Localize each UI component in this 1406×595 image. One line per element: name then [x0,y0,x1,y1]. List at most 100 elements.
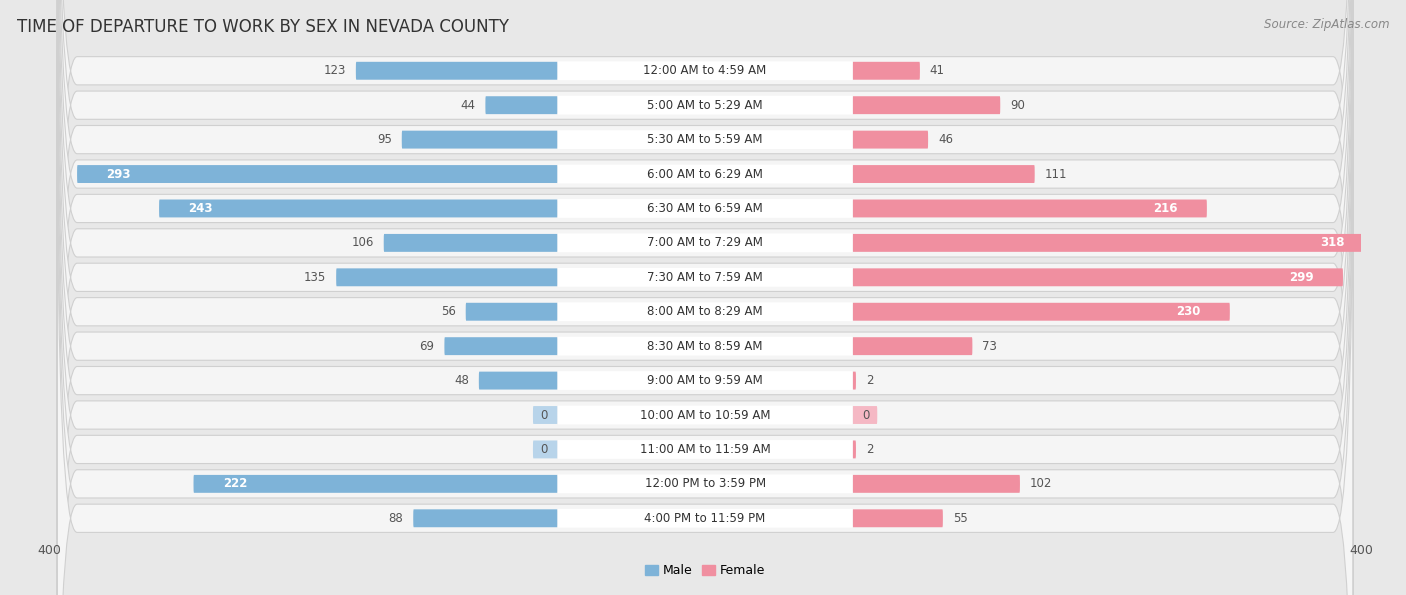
FancyBboxPatch shape [852,131,928,149]
FancyBboxPatch shape [558,406,852,424]
FancyBboxPatch shape [558,337,852,356]
FancyBboxPatch shape [558,233,852,252]
FancyBboxPatch shape [384,234,558,252]
FancyBboxPatch shape [852,199,1206,217]
FancyBboxPatch shape [58,0,1353,595]
Text: 73: 73 [983,340,997,353]
Text: 5:30 AM to 5:59 AM: 5:30 AM to 5:59 AM [647,133,763,146]
FancyBboxPatch shape [558,199,852,218]
Text: 318: 318 [1320,236,1344,249]
FancyBboxPatch shape [852,303,1230,321]
Text: 106: 106 [352,236,374,249]
Text: 6:30 AM to 6:59 AM: 6:30 AM to 6:59 AM [647,202,763,215]
Text: 135: 135 [304,271,326,284]
Text: 95: 95 [377,133,392,146]
FancyBboxPatch shape [58,16,1353,595]
Text: 88: 88 [388,512,404,525]
FancyBboxPatch shape [852,509,943,527]
Text: 4:00 PM to 11:59 PM: 4:00 PM to 11:59 PM [644,512,766,525]
Text: 293: 293 [107,168,131,180]
Text: 56: 56 [441,305,456,318]
Text: 48: 48 [454,374,470,387]
Text: 55: 55 [953,512,967,525]
FancyBboxPatch shape [852,268,1343,286]
Text: 41: 41 [929,64,945,77]
FancyBboxPatch shape [558,165,852,183]
FancyBboxPatch shape [558,302,852,321]
Text: 12:00 PM to 3:59 PM: 12:00 PM to 3:59 PM [644,477,766,490]
Text: 299: 299 [1289,271,1313,284]
FancyBboxPatch shape [852,337,973,355]
FancyBboxPatch shape [558,268,852,287]
Text: 12:00 AM to 4:59 AM: 12:00 AM to 4:59 AM [644,64,766,77]
Text: 69: 69 [419,340,434,353]
Text: 0: 0 [862,409,870,421]
FancyBboxPatch shape [413,509,558,527]
FancyBboxPatch shape [159,199,558,217]
FancyBboxPatch shape [58,0,1353,504]
FancyBboxPatch shape [558,130,852,149]
Text: 7:30 AM to 7:59 AM: 7:30 AM to 7:59 AM [647,271,763,284]
Text: 2: 2 [866,374,873,387]
FancyBboxPatch shape [558,474,852,493]
FancyBboxPatch shape [485,96,558,114]
FancyBboxPatch shape [558,371,852,390]
Text: 222: 222 [224,477,247,490]
FancyBboxPatch shape [58,0,1353,469]
FancyBboxPatch shape [852,62,920,80]
FancyBboxPatch shape [852,234,1374,252]
FancyBboxPatch shape [58,0,1353,595]
FancyBboxPatch shape [58,120,1353,595]
FancyBboxPatch shape [58,0,1353,595]
Text: TIME OF DEPARTURE TO WORK BY SEX IN NEVADA COUNTY: TIME OF DEPARTURE TO WORK BY SEX IN NEVA… [17,18,509,36]
Text: 230: 230 [1175,305,1201,318]
Text: 11:00 AM to 11:59 AM: 11:00 AM to 11:59 AM [640,443,770,456]
FancyBboxPatch shape [852,96,1000,114]
Text: 123: 123 [323,64,346,77]
Legend: Male, Female: Male, Female [640,559,770,583]
FancyBboxPatch shape [77,165,558,183]
Text: 9:00 AM to 9:59 AM: 9:00 AM to 9:59 AM [647,374,763,387]
Text: 46: 46 [938,133,953,146]
FancyBboxPatch shape [58,0,1353,595]
Text: 8:30 AM to 8:59 AM: 8:30 AM to 8:59 AM [647,340,763,353]
FancyBboxPatch shape [558,509,852,528]
Text: 0: 0 [540,409,548,421]
Text: 8:00 AM to 8:29 AM: 8:00 AM to 8:29 AM [647,305,763,318]
FancyBboxPatch shape [852,406,877,424]
FancyBboxPatch shape [58,0,1353,595]
FancyBboxPatch shape [558,440,852,459]
FancyBboxPatch shape [852,165,1035,183]
FancyBboxPatch shape [533,406,558,424]
FancyBboxPatch shape [852,440,856,458]
FancyBboxPatch shape [194,475,558,493]
FancyBboxPatch shape [58,51,1353,595]
Text: Source: ZipAtlas.com: Source: ZipAtlas.com [1264,18,1389,31]
FancyBboxPatch shape [58,0,1353,595]
Text: 44: 44 [461,99,475,112]
FancyBboxPatch shape [558,61,852,80]
FancyBboxPatch shape [852,372,856,390]
Text: 5:00 AM to 5:29 AM: 5:00 AM to 5:29 AM [647,99,763,112]
FancyBboxPatch shape [356,62,558,80]
Text: 102: 102 [1029,477,1052,490]
Text: 6:00 AM to 6:29 AM: 6:00 AM to 6:29 AM [647,168,763,180]
Text: 90: 90 [1010,99,1025,112]
FancyBboxPatch shape [465,303,558,321]
FancyBboxPatch shape [479,372,558,390]
Text: 216: 216 [1153,202,1177,215]
Text: 111: 111 [1045,168,1067,180]
FancyBboxPatch shape [336,268,558,286]
FancyBboxPatch shape [533,440,558,458]
FancyBboxPatch shape [58,85,1353,595]
Text: 10:00 AM to 10:59 AM: 10:00 AM to 10:59 AM [640,409,770,421]
Text: 7:00 AM to 7:29 AM: 7:00 AM to 7:29 AM [647,236,763,249]
Text: 0: 0 [540,443,548,456]
FancyBboxPatch shape [402,131,558,149]
Text: 243: 243 [188,202,214,215]
FancyBboxPatch shape [444,337,558,355]
FancyBboxPatch shape [58,0,1353,573]
Text: 2: 2 [866,443,873,456]
FancyBboxPatch shape [852,475,1019,493]
FancyBboxPatch shape [558,96,852,115]
